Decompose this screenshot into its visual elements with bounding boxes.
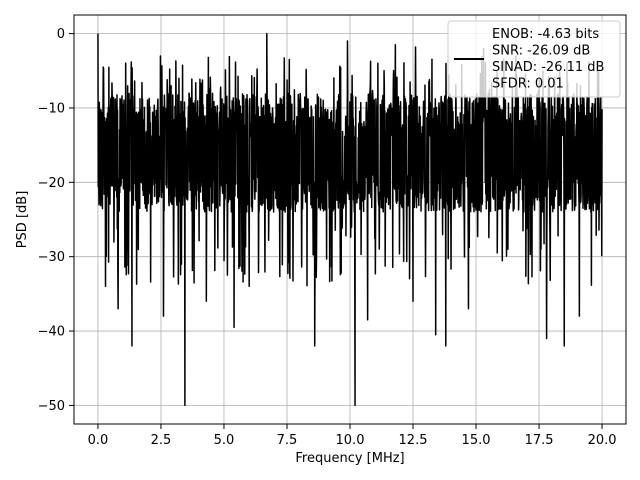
y-tick-label: −10 [38, 101, 65, 116]
legend-entry-sinad: SINAD: -26.11 dB [492, 60, 604, 75]
y-tick-label: −30 [38, 250, 65, 265]
x-tick-label: 12.5 [399, 433, 428, 448]
y-tick-label: −20 [38, 176, 65, 191]
legend-entry-enob: ENOB: -4.63 bits [492, 27, 599, 42]
x-tick-label: 5.0 [214, 433, 235, 448]
x-tick-label: 7.5 [277, 433, 298, 448]
x-tick-label: 17.5 [525, 433, 554, 448]
legend-entry-sfdr: SFDR: 0.01 [492, 77, 564, 92]
x-axis: 0.0 2.5 5.0 7.5 10.0 12.5 15.0 17.5 20.0 [88, 424, 617, 448]
series-layer [97, 32, 603, 407]
x-tick-label: 20.0 [588, 433, 617, 448]
x-axis-label: Frequency [MHz] [295, 451, 404, 466]
y-axis-label: PSD [dB] [15, 191, 30, 249]
legend-box [447, 20, 621, 98]
y-tick-label: −40 [38, 325, 65, 340]
x-tick-label: 15.0 [462, 433, 491, 448]
x-tick-label: 2.5 [151, 433, 172, 448]
x-tick-label: 0.0 [88, 433, 109, 448]
y-tick-label: 0 [57, 27, 65, 42]
legend: ENOB: -4.63 bits SNR: -26.09 dB SINAD: -… [447, 20, 621, 98]
y-axis: 0 −10 −20 −30 −40 −50 [38, 27, 74, 414]
x-tick-label: 10.0 [336, 433, 365, 448]
legend-entry-snr: SNR: -26.09 dB [492, 44, 590, 59]
y-tick-label: −50 [38, 399, 65, 414]
psd-series-line [97, 32, 603, 407]
